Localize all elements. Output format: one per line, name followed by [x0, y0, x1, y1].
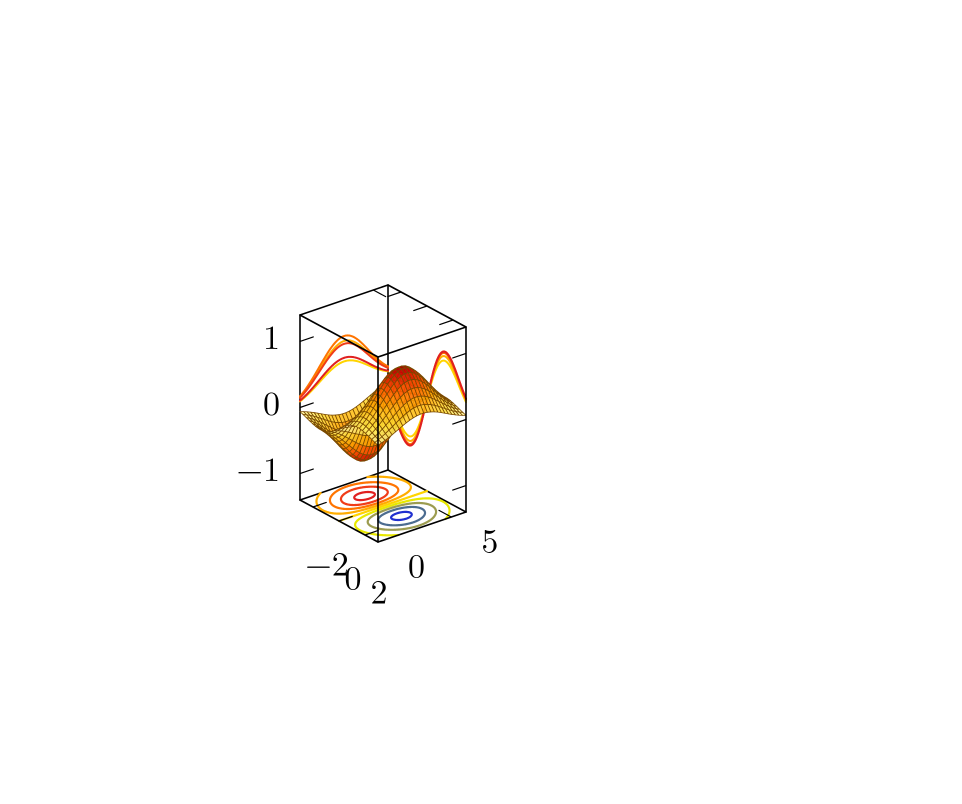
z-tick-label: 1 — [263, 311, 280, 359]
floor-contour — [354, 492, 375, 500]
contours-floor — [316, 477, 449, 536]
x-tick-label: 0 — [345, 551, 362, 599]
floor-contour — [391, 512, 412, 520]
plot-3d: −101−20205 — [0, 0, 962, 804]
surface — [300, 366, 466, 461]
x-tick-label: −2 — [305, 537, 348, 585]
y-tick-label: 5 — [481, 514, 498, 562]
y-tick-label: 0 — [408, 539, 425, 587]
z-tick-label: 0 — [263, 377, 280, 425]
z-tick-label: −1 — [237, 443, 280, 491]
x-tick-label: 2 — [371, 565, 388, 613]
